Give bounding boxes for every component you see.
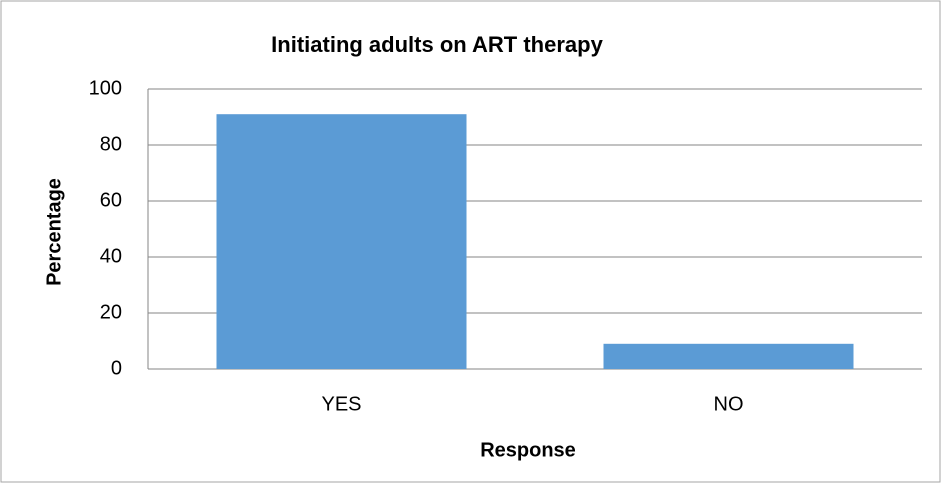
x-axis-label: Response xyxy=(480,439,576,461)
y-tick-label: 40 xyxy=(100,245,122,267)
x-tick-label: YES xyxy=(321,393,361,415)
y-tick-label: 100 xyxy=(89,77,122,99)
y-tick-label: 60 xyxy=(100,189,122,211)
y-tick-label: 0 xyxy=(111,357,122,379)
bar xyxy=(216,114,467,369)
y-axis-label: Percentage xyxy=(43,178,65,286)
y-tick-label: 20 xyxy=(100,301,122,323)
x-tick-label: NO xyxy=(714,393,744,415)
y-tick-label: 80 xyxy=(100,133,122,155)
bar xyxy=(603,343,854,369)
chart-title: Initiating adults on ART therapy xyxy=(271,32,603,57)
